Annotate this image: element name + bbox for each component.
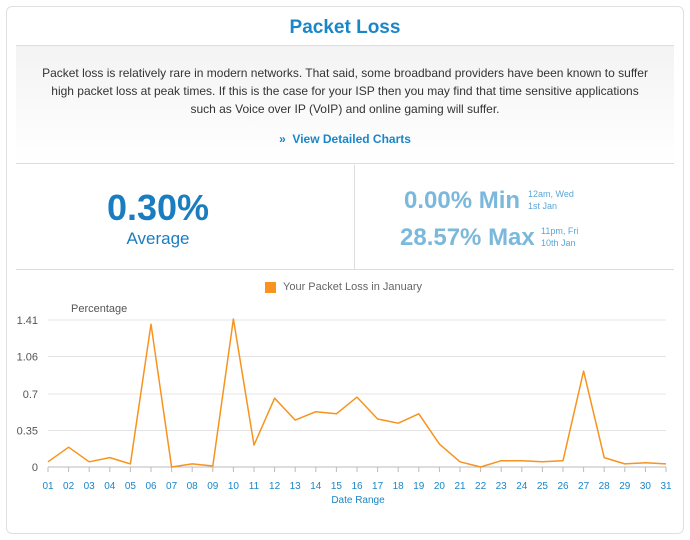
x-tick-label: 16 [351,481,363,492]
x-tick-label: 26 [557,481,569,492]
x-tick-label: 28 [599,481,611,492]
x-tick-label: 23 [496,481,508,492]
page-title: Packet Loss [289,17,401,38]
x-tick-label: 19 [413,481,425,492]
average-value: 0.30% [106,187,210,228]
x-tick-label: 10 [228,481,240,492]
x-tick-label: 01 [42,481,54,492]
view-detailed-charts-label: View Detailed Charts [292,132,411,146]
min-time-line1: 12am, Wed [528,189,574,199]
x-tick-label: 20 [434,481,446,492]
y-axis-label: Percentage [71,303,128,315]
min-time-line2: 1st Jan [528,201,558,211]
x-tick-label: 02 [63,481,75,492]
max-time: 11pm, Fri 10th Jan [541,225,578,249]
x-tick-label: 31 [660,481,672,492]
x-tick-label: 21 [454,481,466,492]
x-tick-label: 05 [125,481,137,492]
x-tick-label: 15 [331,481,343,492]
y-tick-label: 0.35 [17,426,38,438]
description-text: Packet loss is relatively rare in modern… [42,66,648,116]
series-line [47,318,667,468]
chevron-right-icon: » [279,132,286,146]
x-tick-label: 14 [310,481,322,492]
x-tick-label: 11 [249,481,260,492]
x-tick-label: 18 [393,481,405,492]
legend-label: Your Packet Loss in January [283,281,423,293]
x-tick-label: 29 [619,481,631,492]
x-tick-label: 07 [166,481,178,492]
x-tick-label: 27 [578,481,590,492]
max-value: 28.57% Max [400,224,535,251]
x-tick-label: 25 [537,481,549,492]
description-box: Packet loss is relatively rare in modern… [16,45,674,164]
average-label: Average [126,229,190,248]
max-time-line1: 11pm, Fri [541,226,579,236]
x-tick-label: 04 [104,481,116,492]
x-tick-label: 17 [372,481,384,492]
x-tick-label: 09 [207,481,219,492]
x-tick-label: 12 [269,481,281,492]
y-tick-label: 1.41 [17,315,38,327]
x-tick-label: 06 [145,481,157,492]
x-tick-label: 08 [187,481,199,492]
y-tick-label: 1.06 [17,351,38,363]
y-tick-label: 0 [32,462,38,474]
min-value: 0.00% Min [404,187,521,214]
max-time-line2: 10th Jan [541,238,576,248]
x-axis-label: Date Range [331,495,385,506]
x-tick-label: 03 [84,481,96,492]
x-tick-label: 24 [516,481,528,492]
stats-section: 0.30% Average 0.00% Min 12am, Wed 1st Ja… [16,165,674,270]
view-detailed-charts-link[interactable]: » View Detailed Charts [16,132,674,146]
x-tick-label: 30 [640,481,652,492]
x-tick-label: 22 [475,481,487,492]
stats-divider [354,165,355,269]
min-time: 12am, Wed 1st Jan [528,188,574,212]
x-tick-label: 13 [290,481,302,492]
y-tick-label: 0.7 [23,389,38,401]
legend-swatch [265,282,276,293]
